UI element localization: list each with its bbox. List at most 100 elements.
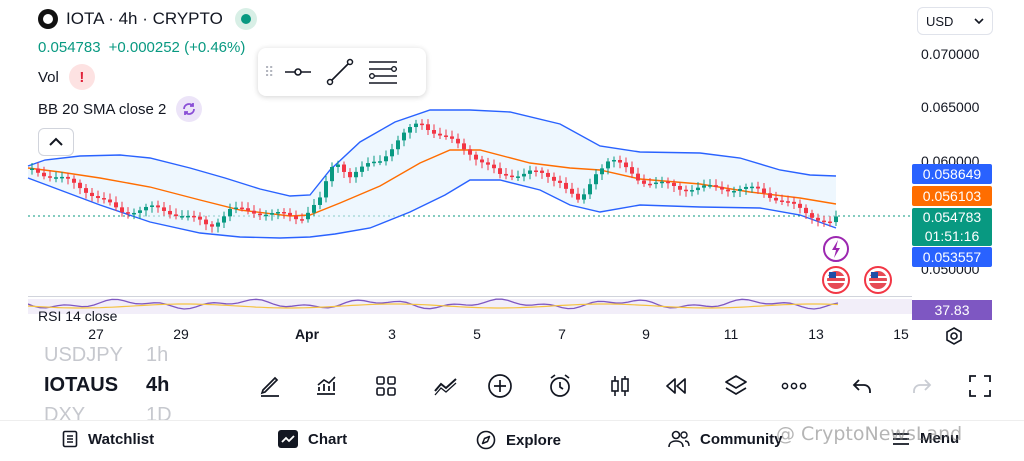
event-marker-us-2[interactable] — [864, 266, 892, 294]
candle-body — [30, 168, 34, 170]
candles-icon[interactable] — [602, 368, 638, 404]
time-axis-label: 13 — [808, 326, 824, 342]
candle-body — [624, 162, 628, 168]
candle-body — [144, 206, 148, 211]
drag-handle-icon[interactable]: ⠿ — [264, 63, 274, 80]
bollinger-lower-band — [27, 177, 837, 239]
undo-icon[interactable] — [844, 368, 880, 404]
candle-body — [816, 217, 820, 221]
candle-body — [552, 176, 556, 181]
candle-body — [618, 159, 622, 163]
nav-explore[interactable]: Explore — [476, 430, 561, 450]
candle-body — [348, 171, 352, 178]
candle-body — [330, 166, 334, 182]
drawing-toolbar[interactable]: ⠿ — [258, 48, 426, 96]
redo-icon[interactable] — [904, 368, 940, 404]
candle-body — [108, 199, 112, 203]
watchlist-icon — [62, 430, 78, 448]
alert-icon[interactable] — [542, 368, 578, 404]
candle-body — [342, 164, 346, 172]
candle-body — [534, 170, 538, 173]
iota-logo-icon — [38, 9, 58, 29]
indicators-icon[interactable] — [308, 368, 344, 404]
candle-body — [468, 149, 472, 155]
candle-body — [786, 201, 790, 203]
candle-body — [756, 186, 760, 189]
volume-indicator-legend[interactable]: Vol ! — [38, 64, 95, 90]
nav-chart[interactable]: Chart — [278, 430, 347, 448]
event-marker-us-1[interactable] — [822, 266, 850, 294]
rsi-line — [28, 298, 839, 310]
candle-body — [636, 173, 640, 181]
community-icon — [668, 430, 690, 448]
symbol-row[interactable]: USDJPY 1h — [44, 346, 184, 370]
candle-body — [564, 182, 568, 189]
rsi-legend[interactable]: RSI 14 close — [38, 308, 117, 324]
candle-body — [396, 140, 400, 150]
candle-body — [780, 200, 784, 202]
candle-body — [276, 211, 280, 214]
candle-body — [684, 189, 688, 192]
candle-body — [318, 197, 322, 205]
more-icon[interactable] — [776, 368, 812, 404]
candle-body — [486, 162, 490, 165]
last-price-tag-value: 0.054783 — [922, 209, 982, 225]
event-marker-lightning[interactable] — [823, 236, 849, 262]
horizontal-line-tool-icon[interactable] — [282, 60, 314, 84]
chart-settings-icon[interactable] — [944, 326, 964, 346]
candle-body — [546, 172, 550, 177]
sync-icon[interactable] — [176, 96, 203, 122]
pencil-icon[interactable] — [252, 368, 288, 404]
candle-body — [186, 215, 190, 218]
candle-body — [744, 186, 748, 189]
candle-body — [720, 186, 724, 190]
candle-body — [180, 216, 184, 218]
drawings-icon[interactable] — [428, 368, 464, 404]
nav-menu[interactable]: Menu — [892, 430, 959, 447]
replay-icon[interactable] — [658, 368, 694, 404]
rsi-value-tag: 37.83 — [912, 300, 992, 320]
symbol-interval: 1h — [146, 346, 169, 366]
candle-body — [378, 161, 382, 163]
warning-icon[interactable]: ! — [68, 64, 95, 90]
candle-body — [288, 212, 292, 216]
candle-body — [132, 212, 136, 215]
bb-basis-price-tag: 0.056103 — [912, 186, 992, 206]
fullscreen-icon[interactable] — [962, 368, 998, 404]
symbol-picker[interactable]: USDJPY 1h IOTAUS 4h DXY 1D — [44, 346, 184, 426]
candle-body — [432, 130, 436, 134]
candle-body — [258, 213, 262, 216]
add-icon[interactable] — [482, 368, 518, 404]
candle-body — [270, 213, 274, 215]
layouts-icon[interactable] — [368, 368, 404, 404]
collapse-legend-button[interactable] — [38, 128, 74, 156]
currency-selector[interactable]: USD — [917, 7, 993, 35]
candle-body — [438, 133, 442, 136]
candle-body — [606, 161, 610, 169]
candle-body — [36, 168, 40, 173]
candle-body — [366, 163, 370, 167]
candle-body — [750, 186, 754, 189]
symbol-title[interactable]: IOTA · 4h · CRYPTO — [66, 9, 223, 28]
candle-body — [504, 173, 508, 176]
market-status-icon[interactable] — [234, 8, 257, 30]
fib-retracement-tool-icon[interactable] — [366, 57, 400, 87]
candle-body — [474, 154, 478, 160]
candle-body — [510, 175, 514, 178]
symbol-row-selected[interactable]: IOTAUS 4h — [44, 370, 184, 400]
price-chart[interactable] — [0, 0, 912, 296]
rsi-pane[interactable] — [28, 296, 912, 318]
candle-body — [678, 185, 682, 190]
nav-watchlist[interactable]: Watchlist — [62, 430, 154, 448]
candle-body — [66, 176, 70, 179]
chart-header[interactable]: IOTA · 4h · CRYPTO — [38, 8, 257, 30]
bollinger-legend[interactable]: BB 20 SMA close 2 — [38, 96, 203, 122]
trend-line-tool-icon[interactable] — [324, 56, 356, 88]
time-axis[interactable]: 27 29 Apr 3 5 7 9 11 13 15 — [0, 326, 912, 346]
nav-community[interactable]: Community — [668, 430, 783, 448]
layers-icon[interactable] — [718, 368, 754, 404]
time-axis-label: 15 — [893, 326, 909, 342]
candle-body — [588, 184, 592, 195]
candle-body — [162, 207, 166, 211]
candle-body — [630, 167, 634, 174]
